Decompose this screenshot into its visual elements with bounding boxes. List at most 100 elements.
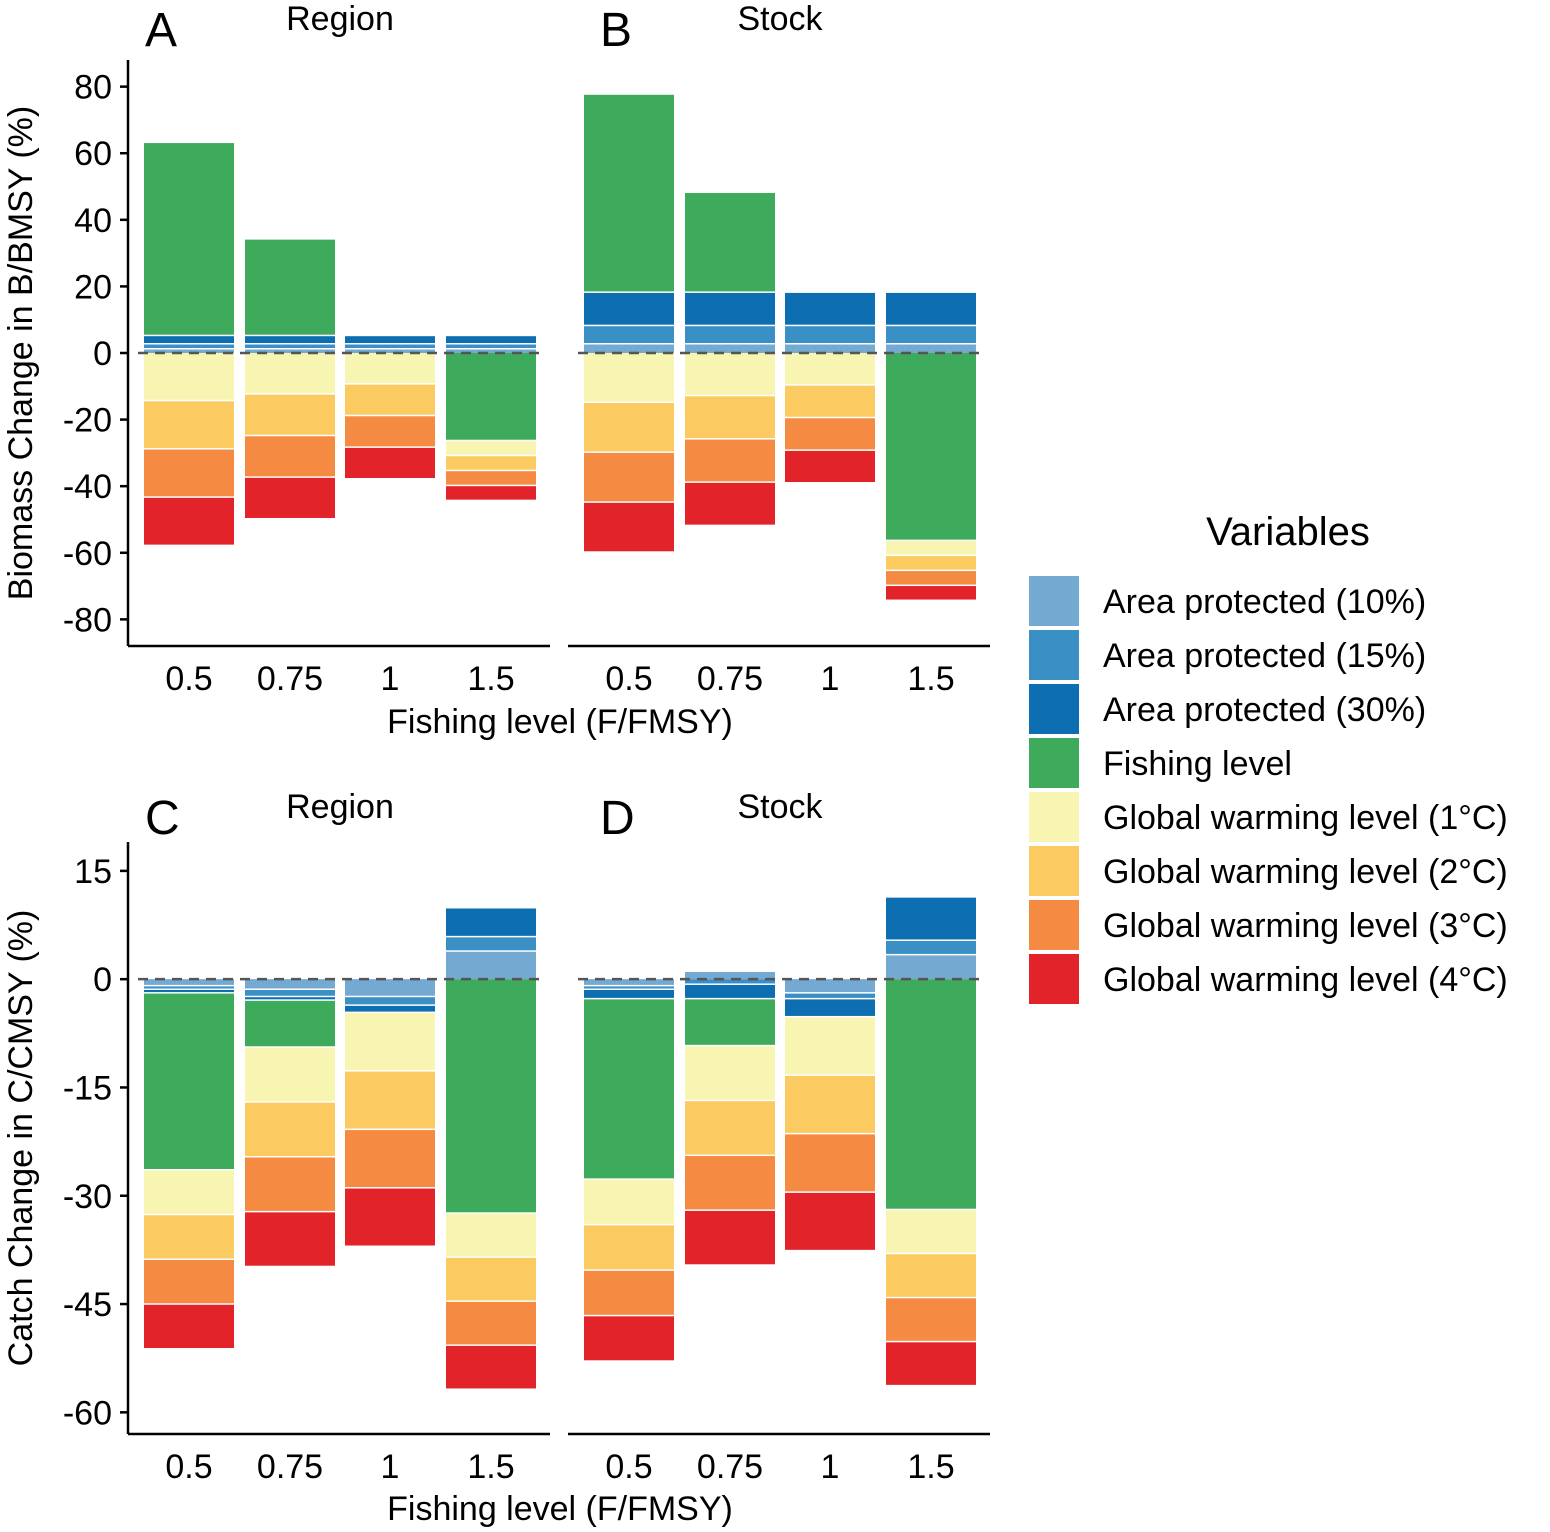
bar-segment: Area protected (10%) @ 1.5: 1.5 [446,349,536,353]
bar-segment: Area protected (15%) @ 0.5: 5.5 [584,326,674,344]
y-axis-row-1: 15 0 -15 -30 -45 -60 Catch Change in C/CMSY (%… [2,842,733,1528]
x-tick-label: 0.75 [697,660,763,698]
bar-segment: Area protected (30%) @ 0.5: 10 [584,292,674,325]
panel-letter: B [600,4,632,57]
bar-segment: Global warming level (2°C) @ 0.5: -6.3 [584,1225,674,1270]
bar-segment: Area protected (15%) @ 0.75: 1.5 [245,344,335,349]
bar-segment: Global warming level (1°C) @ 0.75: -7.6 [685,1046,775,1100]
bar-segment: Area protected (30%) @ 0.75: -2 [685,984,775,998]
y-tick-label: -60 [63,535,112,573]
y-tick-label: 15 [74,853,112,891]
bar-segment: Area protected (10%) @ 1.5: 3.5 [886,955,976,980]
bar-segment: Global warming level (2°C) @ 0.75: -13 [685,396,775,439]
panel-letter: A [145,4,177,57]
bar-segment: Global warming level (1°C) @ 0.75: -13 [685,353,775,395]
legend-label: Area protected (30%) [1103,691,1426,729]
bar-segment: Area protected (15%) @ 0.5: 1.5 [144,344,234,349]
legend-swatch [1029,954,1079,1004]
legend-item: Fishing level [1029,738,1292,788]
legend-item: Area protected (10%) [1029,576,1426,626]
bar-segment: Global warming level (1°C) @ 1: -8.1 [345,1013,435,1071]
bar-segment: Global warming level (2°C) @ 0.5: -14.5 [144,401,234,449]
bar-segment: Area protected (15%) @ 0.5: -0.5 [144,986,234,989]
bar-segment: Global warming level (4°C) @ 0.5: -15 [584,502,674,552]
bar-segment: Area protected (10%) @ 1: 1.5 [345,349,435,353]
bar-segment: Global warming level (1°C) @ 1: -8.1 [785,1017,875,1075]
bar-segment: Global warming level (2°C) @ 1: -8.1 [785,1075,875,1133]
bar-segment: Global warming level (3°C) @ 0.75: -7.6 [685,1156,775,1210]
bar-segment: Global warming level (3°C) @ 1: -8.1 [785,1134,875,1192]
bar-segment: Area protected (30%) @ 0.5: -1.3 [584,990,674,998]
bar-segment: Area protected (15%) @ 0.75: -1 [245,990,335,996]
bar-segment: Global warming level (3°C) @ 0.75: -12.5 [245,436,335,477]
bar-segment: Fishing level @ 0.75: 29 [245,239,335,335]
panel-C: C RegionArea protected (10%) @ 0.5: -1Are… [128,788,550,1486]
bar-segment: Global warming level (2°C) @ 0.75: -12.5 [245,394,335,435]
bar-segment: Global warming level (4°C) @ 0.5: -6.3 [584,1316,674,1361]
x-tick-label: 0.75 [697,1448,763,1486]
panel-B: B StockArea protected (10%) @ 0.5: 3Area … [568,0,990,698]
bar-segment: Fishing level @ 0.75: 30 [685,193,775,292]
y-tick-label: 60 [74,135,112,173]
bar-segment: Area protected (10%) @ 1: 3 [785,344,875,353]
bar-segment: Global warming level (1°C) @ 1.5: -6.1 [886,1210,976,1253]
bar-segment: Area protected (10%) @ 0.5: -1 [144,979,234,985]
bar-segment: Global warming level (3°C) @ 0.5: -6.2 [144,1260,234,1304]
bar-segment: Area protected (10%) @ 1.5: 4 [446,951,536,980]
bar-segment: Area protected (30%) @ 0.75: -0.5 [245,997,335,1000]
y-tick-label: -20 [63,402,112,440]
y-axis-title: Catch Change in C/CMSY (%) [2,910,40,1367]
y-tick-label: -15 [63,1069,112,1107]
legend-label: Global warming level (3°C) [1103,907,1508,945]
panel-title: Region [286,788,394,826]
bar-segment: Global warming level (4°C) @ 0.5: -6.2 [144,1304,234,1349]
bar-segment: Area protected (30%) @ 1.5: 6 [886,897,976,940]
x-axis-title: Fishing level (F/FMSY) [387,703,733,741]
bar-segment: Area protected (30%) @ 0.75: 2.5 [245,336,335,344]
bar-segment: Global warming level (4°C) @ 0.75: -7.6 [245,1212,335,1266]
bar-segment: Area protected (15%) @ 0.75: 5.5 [685,326,775,344]
bar-segment: Global warming level (1°C) @ 1.5: -4.5 [886,541,976,555]
x-tick-label: 1 [381,1448,400,1486]
bar-segment: Fishing level @ 1.5: -56.5 [886,353,976,540]
x-tick-label: 0.5 [165,660,212,698]
bar-segment: Area protected (15%) @ 1.5: 1.5 [446,344,536,349]
bar-segment: Global warming level (1°C) @ 1.5: -4.5 [446,441,536,455]
legend-label: Global warming level (1°C) [1103,799,1508,837]
bar-segment: Area protected (30%) @ 1.5: 10 [886,292,976,325]
legend-swatch [1029,900,1079,950]
bar-segment: Area protected (10%) @ 0.5: 1.5 [144,349,234,353]
bar-segment: Global warming level (3°C) @ 0.5: -6.3 [584,1270,674,1315]
x-tick-label: 0.75 [257,660,323,698]
x-tick-label: 0.5 [165,1448,212,1486]
bar-segment: Fishing level @ 0.75: -6.5 [685,999,775,1045]
bar-segment: Global warming level (3°C) @ 0.75: -13 [685,439,775,482]
panel-title: Stock [737,0,823,38]
y-tick-label: 0 [93,335,112,373]
bar-segment: Area protected (10%) @ 0.75: 1.5 [245,349,335,353]
legend-title: Variables [1206,510,1370,554]
x-tick-label: 1.5 [907,660,954,698]
bar-segment: Global warming level (1°C) @ 1: -9.5 [345,353,435,384]
x-tick-label: 1.5 [907,1448,954,1486]
bar-segment: Fishing level @ 0.75: -6.5 [245,1000,335,1047]
panel-title: Stock [737,788,823,826]
bar-segment: Global warming level (2°C) @ 0.75: -7.6 [685,1101,775,1155]
panel-letter: C [145,792,180,845]
y-tick-label: -45 [63,1286,112,1324]
bar-segment: Area protected (30%) @ 1: 10 [785,292,875,325]
legend-label: Global warming level (4°C) [1103,961,1508,999]
legend-swatch [1029,630,1079,680]
bar-segment: Fishing level @ 1.5: -32 [886,979,976,1209]
y-tick-label: 80 [74,69,112,107]
bar-segment: Area protected (10%) @ 0.75: 3 [685,344,775,353]
bar-segment: Area protected (30%) @ 1: -2.5 [785,999,875,1016]
bar-segment: Fishing level @ 1.5: -26.5 [446,353,536,440]
bar-segment: Area protected (15%) @ 1.5: 5.5 [886,326,976,344]
bar-segment: Global warming level (4°C) @ 0.5: -14.5 [144,497,234,545]
bar-segment: Global warming level (4°C) @ 0.75: -13 [685,482,775,525]
legend-label: Global warming level (2°C) [1103,853,1508,891]
x-tick-label: 1 [821,660,840,698]
bar-segment: Global warming level (4°C) @ 0.75: -7.6 [685,1210,775,1265]
bar-segment: Fishing level @ 0.5: 58 [144,143,234,335]
